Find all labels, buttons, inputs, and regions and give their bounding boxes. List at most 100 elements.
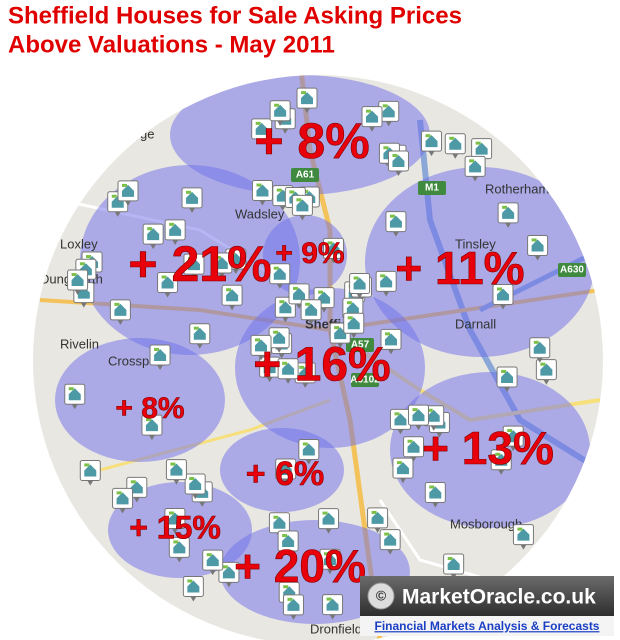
house-marker [375, 270, 397, 297]
house-marker [202, 549, 224, 576]
marker-pin [258, 355, 265, 361]
marker-house [173, 541, 186, 554]
house-marker [497, 202, 519, 228]
marker-house [299, 366, 312, 379]
marker-house [366, 110, 379, 123]
marker-house [447, 557, 460, 570]
marker-roof [255, 121, 261, 125]
house-marker [274, 296, 296, 323]
marker-roof [173, 540, 179, 544]
marker-house [256, 184, 269, 197]
marker-roof [447, 556, 453, 560]
marker-pin [356, 293, 363, 299]
marker-house [533, 341, 546, 354]
marker-pin [209, 570, 216, 576]
marker-pin [290, 614, 297, 620]
region-change: + 15% [129, 509, 221, 545]
marker-roof [407, 439, 413, 443]
house-marker [189, 323, 211, 349]
house-marker [323, 237, 345, 264]
marker-pin [232, 269, 239, 275]
marker-house [302, 443, 315, 456]
house-marker [141, 414, 163, 441]
marker-house [206, 554, 219, 567]
marker-roof [383, 146, 389, 150]
marker-roof [425, 134, 431, 138]
marker-house [380, 275, 393, 288]
road-label: A630 [560, 265, 584, 276]
marker-house [389, 215, 402, 228]
marker-pin [504, 386, 511, 392]
marker-roof [168, 511, 174, 515]
marker-house [384, 533, 397, 546]
marker-house [531, 239, 544, 252]
marker-house [282, 362, 295, 375]
house-marker [282, 594, 304, 620]
marker-roof [222, 565, 228, 569]
road-label: A61 [296, 170, 315, 181]
marker-house [469, 160, 482, 173]
marker-roof [114, 302, 120, 306]
marker-house [226, 289, 239, 302]
marker-pin [278, 353, 285, 359]
marker-house [255, 339, 268, 352]
house-marker [490, 449, 512, 475]
marker-house [279, 301, 292, 314]
place-label: Dronfield [310, 621, 362, 636]
marker-house [147, 228, 160, 241]
marker-house [273, 331, 286, 344]
marker-pin [534, 255, 541, 261]
marker-house [68, 388, 81, 401]
marker-roof [287, 597, 293, 601]
house-marker [221, 284, 243, 311]
house-marker [343, 312, 365, 339]
marker-roof [346, 301, 352, 305]
logo-name: MarketOracle.co.uk [402, 586, 596, 609]
houses [64, 87, 557, 620]
region-change: + 20% [234, 540, 366, 592]
marker-roof [385, 332, 391, 336]
house-marker [392, 457, 414, 484]
marker-pin [388, 349, 395, 355]
place-label: Oughtibridge [80, 126, 154, 141]
marker-pin [225, 582, 232, 588]
house-marker [319, 548, 341, 575]
marker-roof [68, 387, 74, 391]
marker-pin [325, 528, 332, 534]
marker-roof [189, 476, 195, 480]
house-marker [183, 253, 205, 280]
marker-pin [266, 377, 273, 383]
marker-pin [395, 171, 402, 177]
house-marker [251, 180, 273, 206]
marker-house [187, 258, 200, 271]
house-marker [259, 356, 281, 383]
marker-roof [533, 340, 539, 344]
marker-roof [531, 238, 537, 242]
logo-strip [360, 616, 614, 636]
marker-roof [427, 408, 433, 412]
marker-roof [283, 585, 289, 589]
marker-pin [74, 290, 81, 296]
marker-roof [263, 360, 269, 364]
house-marker [294, 362, 316, 388]
marker-roof [274, 103, 280, 107]
title-line-1: Sheffield Houses for Sale Asking Prices [8, 2, 462, 29]
marker-pin [125, 200, 132, 206]
marker-roof [116, 491, 122, 495]
marker-house [394, 413, 407, 426]
marker-roof [79, 262, 85, 266]
marker-pin [114, 211, 121, 217]
marker-house [382, 105, 395, 118]
marker-pin [326, 569, 333, 575]
marker-pin [189, 207, 196, 213]
logo-background [360, 576, 614, 616]
marker-pin [520, 544, 527, 550]
marker-house [425, 135, 438, 148]
marker-roof [256, 183, 262, 187]
region-change: + 11% [395, 242, 524, 294]
marker-house [273, 516, 286, 529]
marker-house [282, 535, 295, 548]
marker-roof [193, 326, 199, 330]
place-label: Mosborough [450, 516, 522, 531]
marker-house [502, 206, 515, 219]
